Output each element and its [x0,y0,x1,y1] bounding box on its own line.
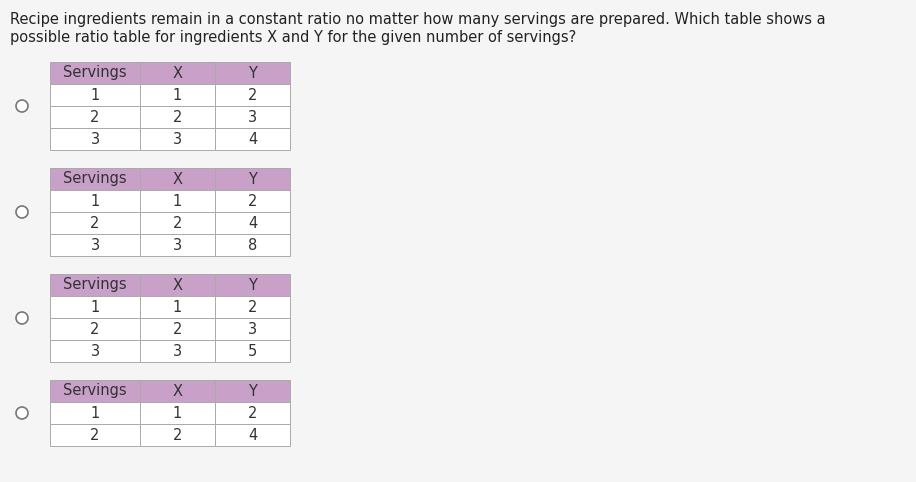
Text: 2: 2 [173,321,182,336]
Text: 2: 2 [91,428,100,442]
Bar [140,212,215,234]
Text: Y: Y [248,172,256,187]
Text: 8: 8 [248,238,257,253]
Text: 3: 3 [173,238,182,253]
Text: 2: 2 [248,405,257,420]
Bar [50,340,140,362]
Text: 2: 2 [91,109,100,124]
Bar [140,424,215,446]
Text: 1: 1 [173,193,182,209]
Text: 1: 1 [173,299,182,314]
Text: Servings: Servings [63,172,126,187]
Text: 1: 1 [91,193,100,209]
Text: X: X [172,384,182,399]
Bar [50,234,140,256]
Bar [140,106,215,128]
Bar [215,190,290,212]
Text: 1: 1 [91,299,100,314]
Bar [215,274,290,296]
Text: possible ratio table for ingredients X and Y for the given number of servings?: possible ratio table for ingredients X a… [10,30,576,45]
Text: 3: 3 [248,321,257,336]
Bar [50,168,140,190]
Text: 2: 2 [173,215,182,230]
Text: X: X [172,278,182,293]
Circle shape [16,407,28,419]
Bar [215,106,290,128]
Text: 3: 3 [91,344,100,359]
Text: 2: 2 [91,321,100,336]
Text: 2: 2 [91,215,100,230]
Bar [215,212,290,234]
Text: 4: 4 [248,215,257,230]
Text: X: X [172,172,182,187]
Bar [50,402,140,424]
Text: 3: 3 [91,238,100,253]
Text: 2: 2 [248,88,257,103]
Bar [50,212,140,234]
Bar [50,106,140,128]
Bar [140,318,215,340]
Bar [140,168,215,190]
Text: 1: 1 [91,405,100,420]
Text: 1: 1 [173,88,182,103]
Bar [215,62,290,84]
Circle shape [16,312,28,324]
Bar [215,340,290,362]
Bar [50,84,140,106]
Text: 4: 4 [248,132,257,147]
Bar [50,128,140,150]
Bar [215,424,290,446]
Bar [50,296,140,318]
Bar [215,234,290,256]
Bar [215,318,290,340]
Bar [50,380,140,402]
Bar [215,168,290,190]
Text: 1: 1 [91,88,100,103]
Bar [50,274,140,296]
Text: Servings: Servings [63,278,126,293]
Text: Servings: Servings [63,66,126,80]
Bar [140,190,215,212]
Bar [50,62,140,84]
Bar [140,128,215,150]
Bar [140,380,215,402]
Bar [140,274,215,296]
Bar [215,84,290,106]
Bar [215,402,290,424]
Text: 2: 2 [248,193,257,209]
Text: 2: 2 [173,428,182,442]
Bar [215,296,290,318]
Bar [140,340,215,362]
Text: 3: 3 [173,132,182,147]
Bar [215,380,290,402]
Text: 4: 4 [248,428,257,442]
Text: 2: 2 [248,299,257,314]
Text: Y: Y [248,278,256,293]
Bar [140,402,215,424]
Text: 5: 5 [248,344,257,359]
Text: X: X [172,66,182,80]
Bar [140,234,215,256]
Text: Recipe ingredients remain in a constant ratio no matter how many servings are pr: Recipe ingredients remain in a constant … [10,12,825,27]
Bar [50,424,140,446]
Text: 1: 1 [173,405,182,420]
Text: Servings: Servings [63,384,126,399]
Bar [215,128,290,150]
Text: 3: 3 [248,109,257,124]
Bar [50,318,140,340]
Bar [140,296,215,318]
Bar [50,190,140,212]
Text: Y: Y [248,66,256,80]
Circle shape [16,100,28,112]
Text: Y: Y [248,384,256,399]
Text: 2: 2 [173,109,182,124]
Text: 3: 3 [91,132,100,147]
Bar [140,62,215,84]
Text: 3: 3 [173,344,182,359]
Circle shape [16,206,28,218]
Bar [140,84,215,106]
